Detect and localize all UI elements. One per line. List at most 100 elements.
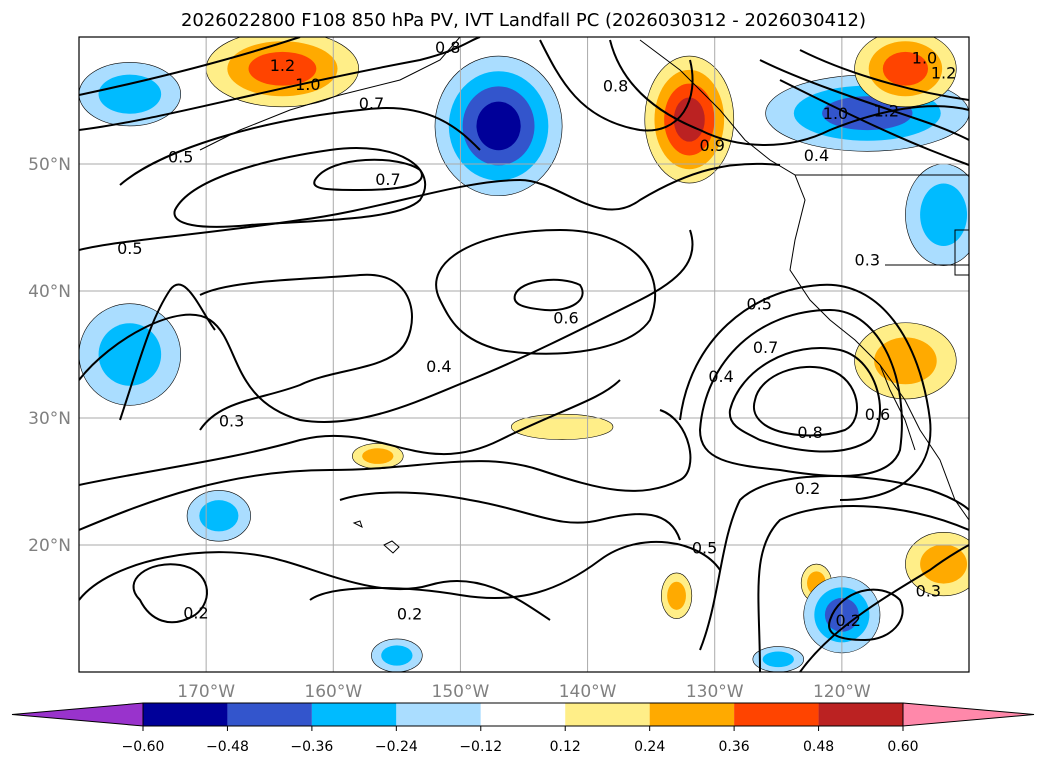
contour-label: 0.4 [426, 357, 451, 376]
contour-line [79, 162, 781, 251]
colorbar-label: −0.60 [122, 739, 165, 755]
x-tick-label: 170°W [177, 682, 235, 702]
pv-shaded-region [874, 337, 937, 385]
colorbar-extend-min [11, 702, 144, 727]
contour-line [79, 37, 481, 131]
pv-shaded-region [667, 581, 686, 610]
map-frame [78, 36, 970, 673]
contour-label: 0.3 [219, 412, 244, 431]
hawaii-islands [352, 520, 400, 554]
contour-line [699, 475, 969, 651]
contour-line [828, 588, 904, 642]
contour-line [199, 273, 413, 431]
contour-line [779, 79, 969, 166]
contour-label: 0.8 [603, 76, 628, 95]
contour-label: 0.3 [916, 582, 941, 601]
contour-line [313, 158, 423, 192]
contour-label: 1.0 [912, 48, 937, 67]
contour-line [119, 283, 216, 421]
colorbar-label: 0.36 [719, 739, 750, 755]
contour-label: 1.2 [270, 56, 295, 75]
x-tick-label: 150°W [432, 682, 490, 702]
colorbar-segment [143, 703, 228, 726]
contour-label: 0.5 [692, 539, 717, 558]
contour-label: 0.5 [746, 295, 771, 314]
contour-label: 0.4 [708, 367, 733, 386]
contour-label: 0.5 [168, 147, 193, 166]
colorbar-label: 0.48 [803, 739, 834, 755]
pv-shaded-region [882, 51, 929, 86]
contour-line [339, 491, 681, 541]
colorbar-segment [311, 703, 397, 726]
pv-shaded-region [673, 97, 705, 142]
x-tick-label: 140°W [559, 682, 617, 702]
alaska-coast [199, 37, 461, 151]
contour-label: 0.8 [435, 38, 460, 57]
contour-label: 0.5 [117, 239, 142, 258]
pv-shaded-region [920, 183, 968, 247]
chart-title: 2026022800 F108 850 hPa PV, IVT Landfall… [180, 10, 867, 31]
colorbar-segment [565, 703, 650, 726]
colorbar-label: −0.36 [290, 739, 333, 755]
colorbar-frame [142, 702, 904, 727]
coastlines [199, 37, 969, 554]
contour-label: 0.2 [397, 605, 422, 624]
contour-line [799, 49, 969, 101]
y-tick-label: 20°N [28, 536, 71, 556]
colorbar-segment [227, 703, 312, 726]
contour-line [513, 278, 584, 312]
contour-line [79, 409, 692, 531]
colorbar-label: 0.24 [634, 739, 665, 755]
x-tick-label: 160°W [304, 682, 362, 702]
colorbar [11, 702, 1035, 727]
contour-label: 0.6 [865, 405, 890, 424]
x-tick-label: 130°W [686, 682, 744, 702]
contour-line [759, 59, 969, 141]
pv-shaded-region [381, 645, 413, 666]
contour-label: 1.2 [931, 64, 956, 83]
pv-shaded-region [362, 448, 394, 464]
contour-label: 1.0 [823, 104, 848, 123]
contour-label: 0.3 [855, 250, 880, 269]
y-tick-label: 40°N [28, 282, 71, 302]
pv-shaded-region [98, 74, 162, 114]
contour-line [757, 505, 969, 672]
colorbar-segment [734, 703, 819, 726]
pv-contour-lines [79, 37, 969, 672]
contour-label: 0.7 [753, 338, 778, 357]
contour-line [698, 308, 903, 477]
y-tick-label: 30°N [28, 409, 71, 429]
contour-line [79, 229, 694, 423]
na-west-coast [639, 39, 969, 521]
contour-line [79, 379, 621, 486]
colorbar-segment [396, 703, 481, 726]
contour-line [539, 39, 694, 132]
contour-line [609, 39, 969, 146]
contour-label: 0.7 [375, 170, 400, 189]
contour-line [679, 283, 932, 501]
colorbar-tick-labels: −0.60 −0.48 −0.36 −0.24 −0.12 0.12 0.24 0.36 0.4… [122, 726, 919, 755]
contour-label: 0.2 [183, 603, 208, 622]
colorbar-label: −0.24 [375, 739, 418, 755]
contour-label: 0.8 [797, 423, 822, 442]
pv-shaded-region [476, 101, 521, 151]
axis-ticks: 170°W 160°W 150°W 140°W 130°W 120°W 50°N 40°N 30… [28, 155, 871, 702]
contour-line [132, 563, 208, 624]
colorbar-segment [480, 703, 566, 726]
contour-label: 0.4 [804, 146, 829, 165]
contour-line [752, 365, 858, 437]
colorbar-segment [649, 703, 735, 726]
contour-label: 1.0 [295, 75, 320, 94]
contour-line [728, 347, 881, 453]
colorbar-label: −0.12 [459, 739, 502, 755]
baja-peninsula [879, 364, 916, 451]
pv-shaded-region [920, 544, 968, 584]
colorbar-segment [818, 703, 903, 726]
contour-label: 0.7 [359, 94, 384, 113]
colorbar-label: −0.48 [206, 739, 249, 755]
colorbar-label: 0.60 [887, 739, 918, 755]
border-line [795, 174, 969, 276]
pv-shaded-region [248, 51, 317, 86]
contour-label: 0.2 [795, 479, 820, 498]
